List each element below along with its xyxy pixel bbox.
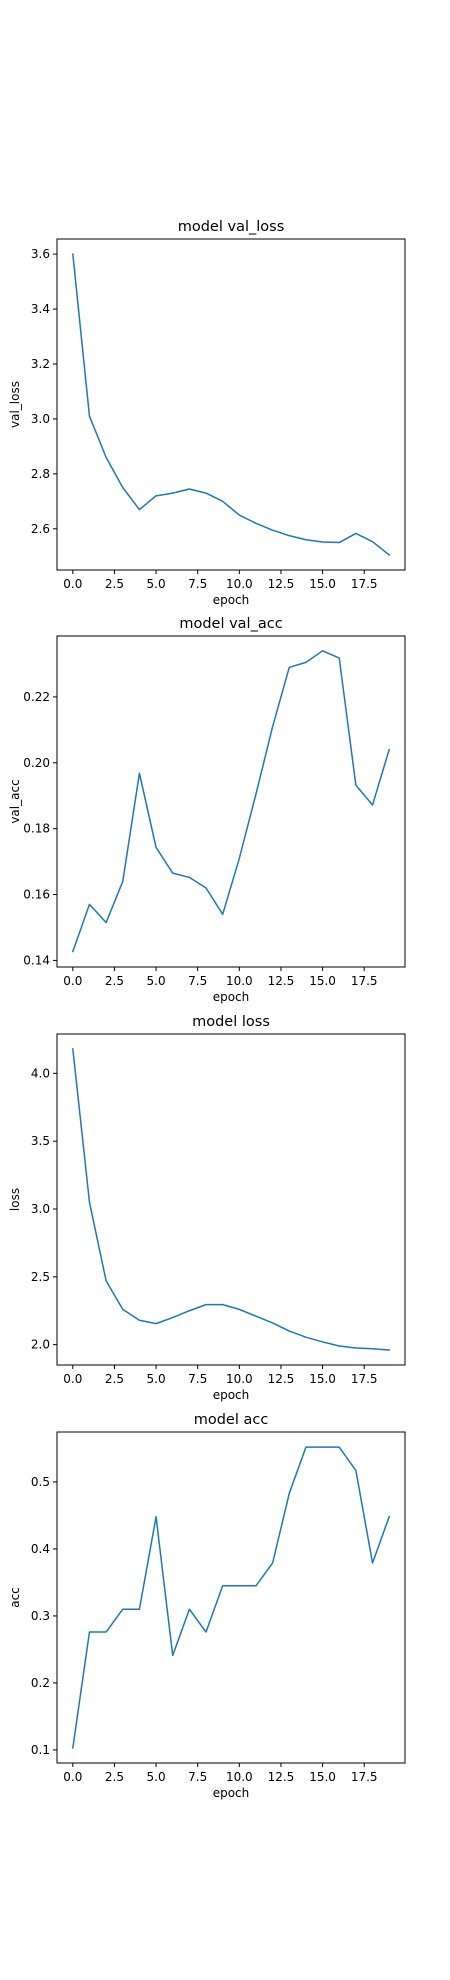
x-tick-label: 0.0: [63, 974, 82, 988]
y-axis-label: val_loss: [8, 381, 22, 428]
y-tick-label: 0.3: [31, 1609, 50, 1623]
x-tick-label: 2.5: [105, 1372, 124, 1386]
x-tick-label: 12.5: [268, 1770, 295, 1784]
axes-frame: [56, 1033, 406, 1366]
x-tick-label: 5.0: [147, 1770, 166, 1784]
y-axis-label: acc: [8, 1587, 22, 1608]
x-tick-label: 10.0: [226, 1770, 253, 1784]
axes-frame: [56, 1431, 406, 1764]
x-tick-label: 7.5: [188, 1770, 207, 1784]
x-tick-label: 15.0: [309, 1372, 336, 1386]
x-tick-label: 17.5: [351, 1770, 378, 1784]
x-tick-label: 0.0: [63, 1770, 82, 1784]
x-tick-label: 2.5: [105, 1770, 124, 1784]
y-tick-label: 3.4: [31, 302, 50, 316]
x-tick-label: 5.0: [147, 1372, 166, 1386]
y-axis-label: loss: [8, 1188, 22, 1211]
x-tick-label: 10.0: [226, 974, 253, 988]
y-tick-label: 3.0: [31, 412, 50, 426]
axes-frame: [56, 238, 406, 571]
x-tick-label: 7.5: [188, 577, 207, 591]
series-line: [71, 253, 391, 556]
x-tick-label: 15.0: [309, 1770, 336, 1784]
y-tick-label: 0.5: [31, 1475, 50, 1489]
x-axis-label: epoch: [213, 990, 250, 1004]
plot-title: model loss: [192, 1014, 270, 1030]
y-tick-label: 3.2: [31, 357, 50, 371]
x-tick-label: 17.5: [351, 1372, 378, 1386]
axes-frame: [56, 635, 406, 968]
x-tick-label: 2.5: [105, 974, 124, 988]
x-tick-label: 17.5: [351, 974, 378, 988]
x-tick-label: 0.0: [63, 1372, 82, 1386]
x-axis-label: epoch: [213, 1388, 250, 1402]
x-tick-label: 0.0: [63, 577, 82, 591]
y-tick-label: 2.6: [31, 522, 50, 536]
subplot-4: model acc 0.0 2.5 5.0 7.5 10.0 12.5 15.0 17.5 0.1…: [8, 1412, 406, 1800]
x-tick-label: 12.5: [268, 577, 295, 591]
y-tick-label: 0.4: [31, 1542, 50, 1556]
x-tick-label: 10.0: [226, 1372, 253, 1386]
y-tick-label: 2.8: [31, 467, 50, 481]
x-tick-label: 12.5: [268, 974, 295, 988]
x-tick-label: 2.5: [105, 577, 124, 591]
x-tick-label: 7.5: [188, 1372, 207, 1386]
y-tick-label: 0.22: [23, 690, 50, 704]
x-axis-label: epoch: [213, 1786, 250, 1800]
y-tick-label: 0.20: [23, 756, 50, 770]
x-tick-label: 15.0: [309, 974, 336, 988]
subplot-1: model val_loss 0.0 2.5 5.0 7.5 10.0 12.5 15.0 17…: [8, 219, 406, 607]
y-axis-label: val_acc: [8, 779, 22, 823]
series-line: [71, 1446, 391, 1749]
y-tick-label: 0.14: [23, 953, 50, 967]
y-tick-label: 2.5: [31, 1270, 50, 1284]
y-tick-label: 4.0: [31, 1066, 50, 1080]
y-tick-label: 0.16: [23, 888, 50, 902]
x-tick-label: 15.0: [309, 577, 336, 591]
y-tick-label: 0.1: [31, 1743, 50, 1757]
x-tick-label: 10.0: [226, 577, 253, 591]
y-tick-label: 2.0: [31, 1338, 50, 1352]
x-tick-label: 12.5: [268, 1372, 295, 1386]
plot-title: model val_acc: [179, 616, 282, 632]
subplot-2: model val_acc 0.0 2.5 5.0 7.5 10.0 12.5 15.0 17.…: [8, 616, 406, 1004]
subplot-3: model loss 0.0 2.5 5.0 7.5 10.0 12.5 15.0 17.5 2.…: [8, 1014, 406, 1402]
plot-title: model acc: [194, 1412, 269, 1428]
y-tick-label: 3.5: [31, 1134, 50, 1148]
x-tick-label: 5.0: [147, 577, 166, 591]
x-axis-label: epoch: [213, 593, 250, 607]
y-tick-label: 3.0: [31, 1202, 50, 1216]
y-tick-label: 0.18: [23, 822, 50, 836]
series-line: [71, 1048, 390, 1351]
x-tick-label: 7.5: [188, 974, 207, 988]
x-tick-label: 17.5: [351, 577, 378, 591]
y-tick-label: 3.6: [31, 247, 50, 261]
y-tick-label: 0.2: [31, 1676, 50, 1690]
x-tick-label: 5.0: [147, 974, 166, 988]
plot-title: model val_loss: [178, 219, 285, 235]
series-line: [71, 650, 391, 953]
